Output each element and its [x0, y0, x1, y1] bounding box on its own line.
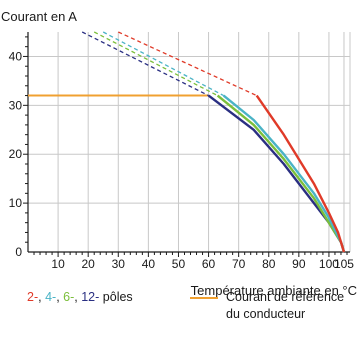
x-tick-label: 60	[202, 257, 216, 271]
x-tick-label: 70	[232, 257, 246, 271]
legend-separator: ,	[56, 290, 64, 304]
legend-separator: ,	[74, 290, 82, 304]
x-tick-label: 40	[142, 257, 156, 271]
y-tick-label: 40	[9, 49, 23, 63]
axes	[23, 32, 350, 257]
y-tick-label: 10	[9, 196, 23, 210]
series-line-4	[222, 94, 346, 253]
grid	[28, 32, 351, 252]
legend-series-suffix: pôles	[102, 290, 133, 304]
legend-separator: ,	[38, 290, 46, 304]
x-tick-label: 80	[262, 257, 276, 271]
legend-series-4: 4-	[45, 290, 57, 304]
x-tick-label: 105	[334, 257, 354, 271]
legend-series: 2-, 4-, 6-, 12- pôles	[27, 289, 133, 306]
x-tick-label: 100	[319, 257, 339, 271]
y-tick-label: 30	[9, 98, 23, 112]
y-axis-label: Courant en A	[1, 9, 77, 24]
x-tick-label: 50	[172, 257, 186, 271]
x-tick-label: 30	[112, 257, 126, 271]
x-axis-label: Température ambiante en °C	[191, 283, 357, 298]
y-tick-label: 0	[15, 245, 22, 259]
x-tick-label: 90	[292, 257, 306, 271]
series-line-12	[207, 94, 346, 253]
legend-reference-line1: Courant de référence	[226, 290, 345, 304]
series-dashed-4	[102, 31, 224, 97]
x-tick-label: 10	[51, 257, 65, 271]
legend-series-6: 6-	[63, 290, 75, 304]
series-lines	[28, 31, 346, 253]
legend-series-12: 12-	[81, 290, 100, 304]
series-line-6	[216, 94, 346, 253]
series-dashed-6	[93, 31, 218, 97]
legend-series-2: 2-	[27, 290, 39, 304]
y-tick-label: 20	[9, 147, 23, 161]
series-dashed-2	[118, 31, 257, 97]
series-line-2	[255, 94, 346, 253]
legend-reference-line2: du conducteur	[226, 307, 306, 321]
legend-reference-swatch	[190, 297, 218, 299]
series-dashed-12	[81, 31, 209, 97]
x-tick-label: 20	[82, 257, 96, 271]
